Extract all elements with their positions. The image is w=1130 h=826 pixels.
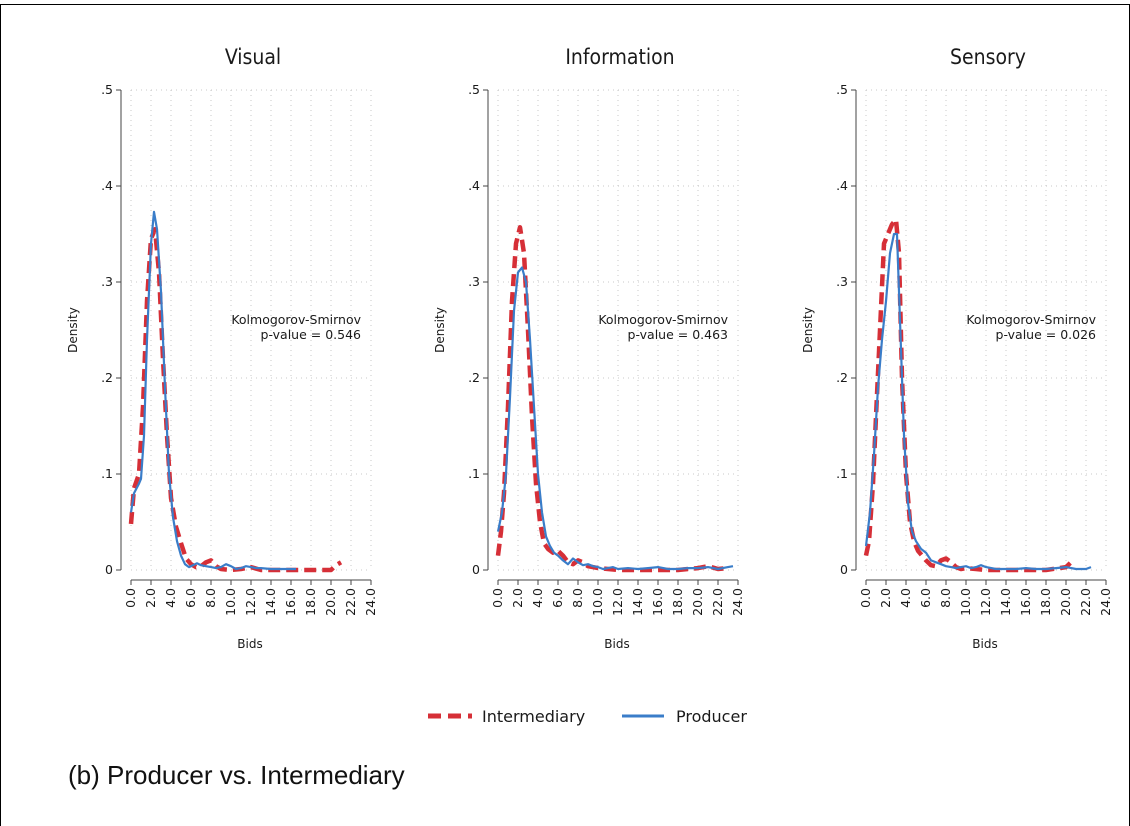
x-tick-label: 16.0	[650, 588, 665, 616]
ks-annotation-line: p-value = 0.546	[261, 327, 362, 342]
x-tick-label: 20.0	[323, 588, 338, 616]
panel-title: Sensory	[950, 45, 1026, 69]
ks-annotation-line: p-value = 0.463	[628, 327, 728, 342]
x-tick-label: 6.0	[918, 588, 933, 608]
x-tick-label: 22.0	[1078, 588, 1093, 616]
y-tick-label: .1	[468, 466, 480, 481]
x-tick-label: 10.0	[590, 588, 605, 616]
legend-producer-label: Producer	[676, 707, 747, 726]
x-tick-label: 14.0	[998, 588, 1013, 616]
series-producer-line	[496, 266, 734, 571]
y-tick-label: .2	[836, 370, 848, 385]
y-tick-label: .2	[101, 370, 113, 385]
y-axis-label: Density	[801, 307, 815, 353]
panel-sensory: Sensory 0 .1 .2 .3 .4 .5 0.0 2.0 4.0 6.0 8.0 10.0 12.…	[801, 45, 1113, 651]
x-tick-label: 18.0	[303, 588, 318, 616]
x-tick-label: 20.0	[1058, 588, 1073, 616]
x-tick-label: 18.0	[670, 588, 685, 616]
y-tick-label: 0	[472, 562, 480, 577]
figure-caption: (b) Producer vs. Intermediary	[68, 760, 405, 790]
y-tick-label: .2	[468, 370, 480, 385]
x-tick-label: 0.0	[858, 588, 873, 608]
panel-information: Information 0 .1 .2 .3 .4 .5 0.0 2.0 4.0 6.0 8.0 10.…	[433, 45, 745, 651]
x-tick-label: 16.0	[1018, 588, 1033, 616]
x-tick-label: 24.0	[730, 588, 745, 616]
y-tick-label: .4	[468, 178, 480, 193]
y-axis-label: Density	[66, 307, 80, 353]
x-tick-label: 4.0	[163, 588, 178, 608]
x-tick-label: 10.0	[958, 588, 973, 616]
legend: Intermediary Producer	[428, 707, 747, 726]
y-tick-label: .4	[101, 178, 113, 193]
x-tick-label: 0.0	[123, 588, 138, 608]
figure-frame-left	[0, 4, 1, 826]
series-producer-line	[864, 232, 1092, 571]
y-tick-label: .1	[836, 466, 848, 481]
x-tick-label: 16.0	[283, 588, 298, 616]
x-tick-label: 18.0	[1038, 588, 1053, 616]
y-tick-label: 0	[105, 562, 113, 577]
series-intermediary-line	[495, 225, 729, 573]
legend-intermediary-label: Intermediary	[482, 707, 585, 726]
x-tick-label: 8.0	[203, 588, 218, 608]
x-tick-label: 4.0	[898, 588, 913, 608]
y-tick-label: .3	[101, 274, 113, 289]
x-tick-label: 4.0	[530, 588, 545, 608]
x-axis-label: Bids	[604, 637, 629, 651]
x-tick-label: 24.0	[1098, 588, 1113, 616]
panel-visual: Visual 0 .1 .2 .3 .4 .5 0.0 2.0 4.0 6.0 8.0 10.0 12.0…	[66, 45, 378, 651]
y-tick-label: .5	[468, 82, 480, 97]
y-tick-label: .3	[836, 274, 848, 289]
x-tick-label: 12.0	[243, 588, 258, 616]
x-tick-label: 2.0	[143, 588, 158, 608]
series-producer-line	[129, 210, 296, 571]
x-tick-label: 6.0	[183, 588, 198, 608]
y-tick-label: .1	[101, 466, 113, 481]
x-tick-label: 22.0	[343, 588, 358, 616]
x-tick-label: 24.0	[363, 588, 378, 616]
y-axis-label: Density	[433, 307, 447, 353]
series-intermediary-line	[863, 217, 1073, 573]
panel-title: Information	[565, 45, 674, 69]
y-tick-label: .3	[468, 274, 480, 289]
y-tick-label: .4	[836, 178, 848, 193]
x-tick-label: 2.0	[878, 588, 893, 608]
x-tick-label: 8.0	[570, 588, 585, 608]
x-tick-label: 22.0	[710, 588, 725, 616]
y-tick-label: 0	[840, 562, 848, 577]
x-tick-label: 8.0	[938, 588, 953, 608]
x-tick-label: 12.0	[978, 588, 993, 616]
series-intermediary-line	[128, 226, 343, 573]
x-axis-label: Bids	[237, 637, 262, 651]
y-tick-label: .5	[101, 82, 113, 97]
x-tick-label: 12.0	[610, 588, 625, 616]
ks-annotation-line: Kolmogorov-Smirnov	[231, 312, 361, 327]
panel-title: Visual	[225, 45, 281, 69]
x-tick-label: 10.0	[223, 588, 238, 616]
x-tick-label: 6.0	[550, 588, 565, 608]
figure-frame-top	[0, 4, 1130, 5]
x-tick-label: 2.0	[510, 588, 525, 608]
x-tick-label: 14.0	[630, 588, 645, 616]
ks-annotation-line: p-value = 0.026	[996, 327, 1097, 342]
x-axis-label: Bids	[972, 637, 997, 651]
x-tick-label: 0.0	[490, 588, 505, 608]
x-tick-label: 20.0	[690, 588, 705, 616]
y-tick-label: .5	[836, 82, 848, 97]
ks-annotation-line: Kolmogorov-Smirnov	[598, 312, 728, 327]
ks-annotation-line: Kolmogorov-Smirnov	[966, 312, 1096, 327]
x-tick-label: 14.0	[263, 588, 278, 616]
